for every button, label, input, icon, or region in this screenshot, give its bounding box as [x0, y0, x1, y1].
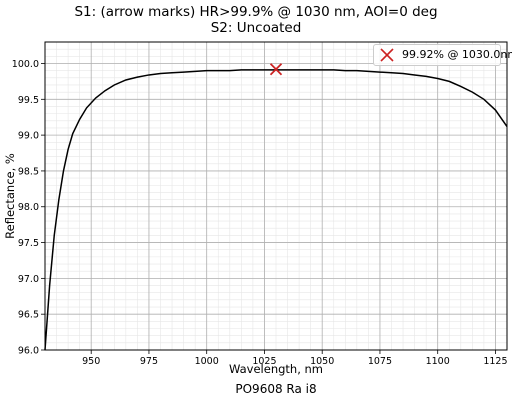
chart-subtitle: S2: Uncoated — [210, 20, 302, 36]
x-tick-label: 1125 — [483, 356, 507, 367]
y-tick-label: 99.0 — [18, 131, 39, 142]
x-tick-label: 975 — [140, 356, 158, 367]
y-tick-label: 96.0 — [18, 346, 39, 357]
x-tick-label: 1000 — [195, 356, 219, 367]
y-tick-label: 97.0 — [18, 274, 39, 285]
y-tick-label: 99.5 — [18, 95, 39, 106]
y-tick-label: 100.0 — [12, 59, 39, 70]
y-axis-label: Reflectance, % — [3, 153, 17, 239]
y-tick-label: 98.5 — [18, 166, 39, 177]
x-tick-label: 950 — [82, 356, 100, 367]
legend-marker-icon — [380, 48, 394, 62]
x-tick-label: 1100 — [426, 356, 450, 367]
y-tick-label: 96.5 — [18, 310, 39, 321]
marker-point-stroke — [269, 63, 283, 76]
reflectance-series-line — [44, 69, 508, 351]
plot-frame — [44, 41, 508, 351]
chart-title: S1: (arrow marks) HR>99.9% @ 1030 nm, AO… — [74, 4, 438, 20]
y-tick-label: 98.0 — [18, 202, 39, 213]
x-tick-label: 1075 — [368, 356, 392, 367]
legend: 99.92% @ 1030.0nm — [373, 44, 512, 66]
x-axis-label: Wavelength, nm — [229, 362, 323, 376]
x-tick-label: 1025 — [252, 356, 276, 367]
x-tick-label: 1050 — [310, 356, 334, 367]
y-tick-label: 97.5 — [18, 238, 39, 249]
legend-label: 99.92% @ 1030.0nm — [402, 48, 512, 61]
chart-footer: PO9608 Ra i8 — [235, 382, 317, 396]
